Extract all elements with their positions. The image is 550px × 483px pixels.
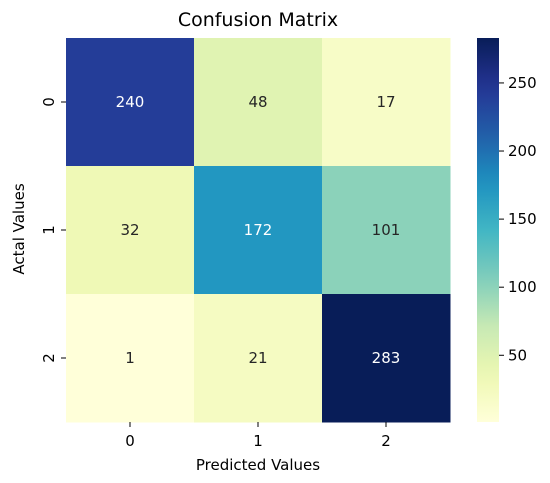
heatmap-cell-labels: 240 48 17 32 172 101 1 21 283: [116, 93, 401, 367]
chart-title: Confusion Matrix: [178, 9, 338, 31]
x-tick-label: 0: [125, 432, 135, 450]
colorbar-tick-label: 200: [508, 142, 537, 160]
colorbar-tick-label: 150: [508, 210, 537, 228]
y-axis: 0 1 2: [40, 97, 66, 363]
y-tick-label: 2: [40, 353, 58, 363]
heatmap-cell: [194, 294, 323, 423]
heatmap-cell: [66, 166, 195, 295]
y-axis-label: Actal Values: [10, 183, 28, 274]
cell-value-label: 240: [116, 93, 145, 111]
colorbar-tick-label: 50: [508, 346, 527, 364]
heatmap-cell: [322, 38, 451, 167]
cell-value-label: 17: [376, 93, 395, 111]
colorbar: [477, 38, 499, 422]
cell-value-label: 283: [372, 349, 401, 367]
cell-value-label: 172: [244, 221, 273, 239]
y-tick-label: 1: [40, 225, 58, 235]
y-tick-label: 0: [40, 97, 58, 107]
heatmap-cell: [194, 38, 323, 167]
x-tick-label: 1: [253, 432, 263, 450]
heatmap-cell: [66, 38, 195, 167]
cell-value-label: 1: [125, 349, 135, 367]
x-axis-label: Predicted Values: [196, 456, 320, 474]
heatmap-cell: [322, 294, 451, 423]
cell-value-label: 21: [248, 349, 267, 367]
colorbar-tick-label: 100: [508, 278, 537, 296]
heatmap-cell: [66, 294, 195, 423]
x-axis: 0 1 2: [125, 422, 391, 450]
heatmap-cell: [194, 166, 323, 295]
heatmap-cells: [66, 38, 451, 423]
x-tick-label: 2: [381, 432, 391, 450]
cell-value-label: 32: [120, 221, 139, 239]
cell-value-label: 48: [248, 93, 267, 111]
colorbar-tick-label: 250: [508, 74, 537, 92]
colorbar-ticks: 50 100 150 200 250: [499, 74, 537, 364]
heatmap-cell: [322, 166, 451, 295]
cell-value-label: 101: [372, 221, 401, 239]
